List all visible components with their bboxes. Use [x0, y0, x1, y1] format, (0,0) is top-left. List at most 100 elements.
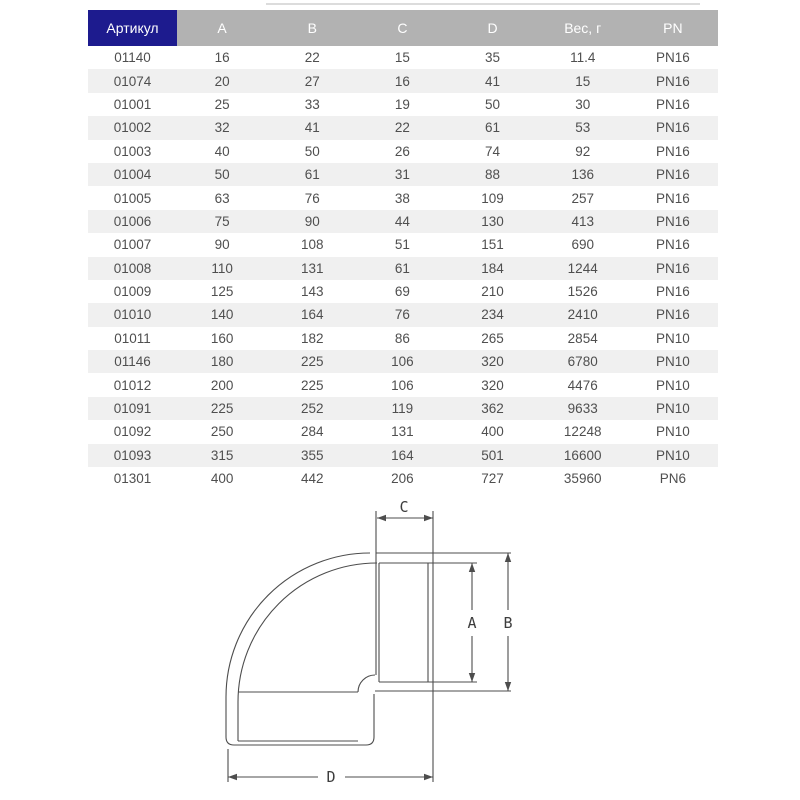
cell-article: 01010	[113, 307, 152, 323]
cell-value: 108	[300, 237, 324, 253]
cell-value: 63	[214, 190, 230, 206]
cell-value: 250	[210, 424, 234, 440]
cell-value: 690	[571, 237, 594, 253]
cell-value: 41	[485, 73, 501, 89]
cell-value: 69	[394, 284, 410, 300]
cell-value: 210	[481, 284, 504, 300]
cell-value: 151	[481, 237, 504, 253]
header-cell: PN	[627, 10, 718, 46]
table-row: 01012 200 225 106 320 4476 PN10	[88, 373, 718, 397]
table-row: 01010 140 164 76 234 2410 PN16	[88, 303, 718, 327]
cell-article: 01008	[113, 260, 152, 276]
cell-value: 6780	[567, 354, 598, 370]
cell-value: 90	[214, 237, 230, 253]
cell-value: 180	[210, 354, 234, 370]
cell-value: 30	[575, 96, 591, 112]
cell-value: 131	[391, 424, 414, 440]
dim-label-b: B	[503, 614, 512, 632]
cell-value: 4476	[567, 377, 598, 393]
cell-article: 01002	[113, 120, 152, 136]
cell-value: 61	[485, 120, 501, 136]
dim-b-arrow-top	[504, 553, 512, 562]
cell-value: 119	[391, 401, 414, 417]
cell-article: 01001	[113, 96, 152, 112]
cell-value: PN10	[656, 330, 690, 346]
cell-value: 51	[394, 237, 410, 253]
cell-value: PN16	[656, 213, 690, 229]
cell-value: 38	[394, 190, 410, 206]
cell-value: 200	[210, 377, 234, 393]
cell-article: 01004	[113, 167, 152, 183]
cell-value: 109	[481, 190, 504, 206]
dim-c-arrow-left	[377, 514, 386, 522]
cell-value: PN16	[656, 307, 690, 323]
cell-value: 320	[481, 377, 504, 393]
cell-value: 355	[300, 447, 324, 463]
cell-article: 01074	[113, 73, 152, 89]
cell-value: 35	[485, 50, 501, 66]
cell-value: 35960	[563, 471, 602, 487]
elbow-fitting-outline	[225, 511, 511, 782]
cell-value: 50	[214, 167, 230, 183]
cell-value: 40	[214, 143, 230, 159]
table-header: Артикул A B C D Вес, г PN	[88, 10, 718, 46]
cell-value: PN16	[656, 50, 690, 66]
table-row: 01007 90 108 51 151 690 PN16	[88, 233, 718, 257]
cell-article: 01140	[114, 50, 151, 66]
cell-value: PN16	[656, 284, 690, 300]
table-row: 01008 110 131 61 184 1244 PN16	[88, 256, 718, 280]
table-row: 01091 225 252 119 362 9633 PN10	[88, 396, 718, 421]
cell-article: 01091	[113, 401, 152, 417]
cell-value: 2854	[567, 330, 598, 346]
cell-value: 22	[394, 120, 410, 136]
top-divider	[266, 3, 700, 5]
cell-value: 41	[304, 120, 320, 136]
cell-value: 106	[391, 377, 414, 393]
cell-article: 01007	[113, 237, 152, 253]
table-row: 01006 75 90 44 130 413 PN16	[88, 209, 718, 234]
cell-value: 50	[304, 143, 320, 159]
cell-value: 160	[210, 330, 234, 346]
cell-value: PN10	[656, 354, 690, 370]
cell-value: 76	[394, 307, 410, 323]
spec-table: Артикул A B C D Вес, г PN 01140 16 22 15 35 11.4 PN1…	[88, 10, 718, 491]
cell-article: 01006	[113, 213, 152, 229]
table-row: 01146 180 225 106 320 6780 PN10	[88, 350, 718, 374]
cell-article: 01093	[113, 447, 152, 463]
cell-value: 16600	[563, 447, 602, 463]
cell-value: 2410	[567, 307, 598, 323]
table-row: 01140 16 22 15 35 11.4 PN16	[88, 46, 718, 70]
cell-value: 442	[300, 471, 324, 487]
dimension-c: C	[377, 498, 433, 522]
cell-value: PN16	[656, 73, 690, 89]
cell-value: 284	[300, 424, 324, 440]
cell-value: PN16	[656, 190, 690, 206]
cell-value: PN10	[656, 377, 690, 393]
cell-value: 15	[394, 50, 410, 66]
cell-value: 61	[304, 167, 320, 183]
dimension-a: A	[467, 563, 477, 682]
cell-value: 33	[304, 96, 320, 112]
table-row: 01003 40 50 26 74 92 PN16	[88, 139, 718, 163]
cell-value: 16	[394, 73, 410, 89]
dim-d-arrow-left	[228, 773, 237, 781]
cell-article: 01092	[113, 424, 152, 440]
cell-value: 50	[485, 96, 501, 112]
elbow-outer-profile	[225, 552, 375, 746]
header-cell: A	[177, 10, 268, 46]
cell-value: 125	[210, 284, 234, 300]
cell-value: 31	[394, 167, 410, 183]
dim-d-arrow-right	[424, 773, 433, 781]
cell-value: 15	[575, 73, 591, 89]
cell-value: 75	[214, 213, 230, 229]
cell-value: 225	[300, 377, 324, 393]
cell-value: 74	[485, 143, 501, 159]
dim-label-a: A	[467, 614, 476, 632]
cell-value: 16	[214, 50, 230, 66]
cell-value: 140	[210, 307, 234, 323]
cell-value: 136	[571, 167, 594, 183]
cell-value: PN16	[656, 167, 690, 183]
inner-bend-fillet	[357, 674, 376, 693]
cell-value: PN16	[656, 143, 690, 159]
